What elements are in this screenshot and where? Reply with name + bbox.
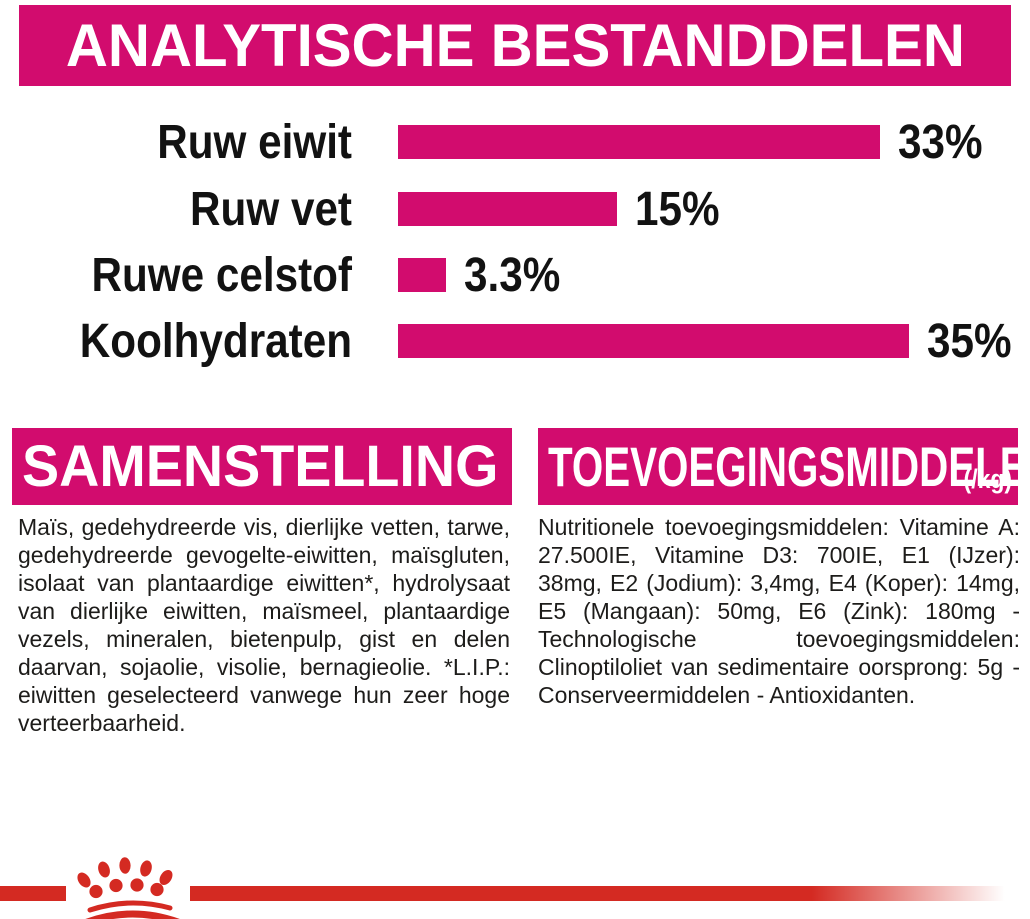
page-title: ANALYTISCHE BESTANDDELEN: [65, 12, 965, 79]
chart-value-label: 15%: [635, 182, 720, 236]
analytic-bar-chart: Ruw eiwit 33% Ruw vet 15% Ruwe celstof 3.3% Ko…: [0, 0, 1030, 420]
composition-text: Maïs, gedehydreerde vis, dierlijke vette…: [18, 514, 510, 736]
chart-row: Koolhydraten 35%: [0, 314, 1030, 368]
chart-category-label: Ruw eiwit: [157, 115, 352, 169]
chart-row: Ruw vet 15%: [0, 182, 1030, 236]
footer-rule-right: [190, 886, 1030, 901]
analytic-header-band: ANALYTISCHE BESTANDDELEN: [19, 5, 1011, 86]
chart-bar: [398, 125, 880, 159]
chart-category-label: Koolhydraten: [79, 314, 353, 368]
chart-bar: [398, 258, 446, 292]
additives-header-band: TOEVOEGINGSMIDDELEN (/kg): [538, 428, 1030, 505]
composition-header-band: SAMENSTELLING: [12, 428, 512, 505]
chart-value-label: 3.3%: [464, 248, 561, 302]
chart-bar: [398, 192, 617, 226]
additives-unit-label: (/kg): [963, 464, 1012, 494]
additives-title: TOEVOEGINGSMIDDELEN: [548, 435, 1030, 498]
additives-text: Nutritionele toevoegingsmiddelen: Vitami…: [538, 514, 1020, 708]
footer-rule-left: [0, 886, 66, 901]
chart-row: Ruwe celstof 3.3%: [0, 248, 1030, 302]
chart-category-label: Ruw vet: [190, 182, 352, 236]
chart-category-label: Ruwe celstof: [91, 248, 352, 302]
composition-title: SAMENSTELLING: [22, 434, 499, 499]
royal-canin-crown-icon: [77, 857, 180, 919]
chart-value-label: 33%: [898, 115, 983, 169]
chart-value-label: 35%: [927, 314, 1012, 368]
chart-bar: [398, 324, 909, 358]
chart-row: Ruw eiwit 33%: [0, 115, 1030, 169]
